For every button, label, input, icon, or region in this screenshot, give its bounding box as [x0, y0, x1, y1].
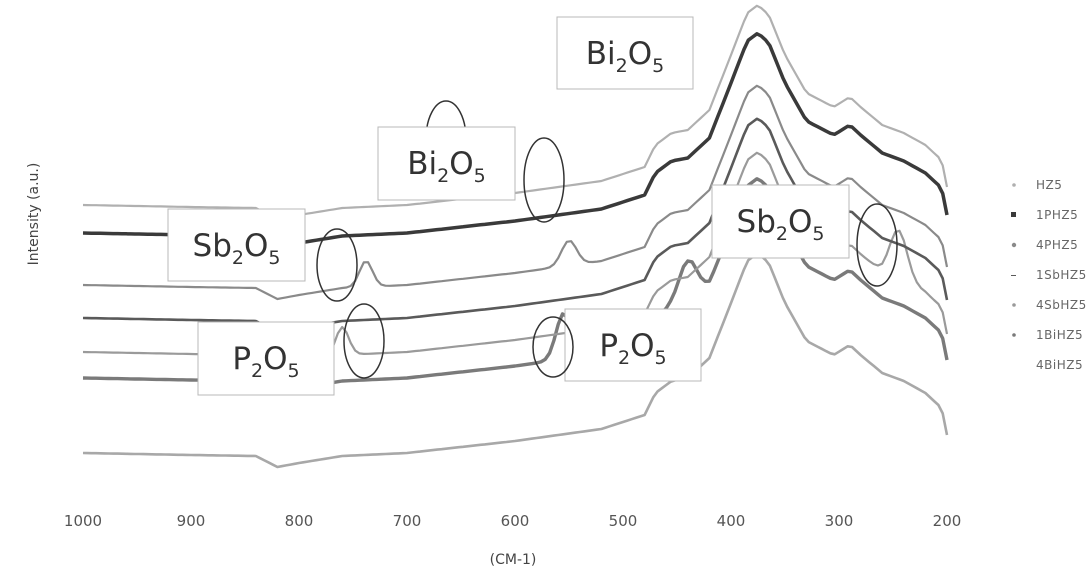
- x-axis-ticks: 1000 900 800 700 600 500 400 300 200: [64, 512, 961, 530]
- annotation-box: [197, 321, 335, 396]
- annotation-box: [564, 308, 702, 382]
- x-tick-label: 800: [285, 512, 314, 530]
- legend-marker: [1012, 183, 1016, 187]
- legend: HZ5 1PHZ5 4PHZ5 1SbHZ5 4SbHZ5 1BiHZ5 4BiHZ5: [1011, 178, 1087, 372]
- annotation-label: Bi2O5: [425, 16, 694, 178]
- x-tick-label: 700: [393, 512, 422, 530]
- legend-item: 1BiHZ5: [1012, 328, 1083, 342]
- legend-label: 4SbHZ5: [1036, 298, 1087, 312]
- annotation-label: Sb2O5: [167, 208, 358, 302]
- series-line: [82, 84, 949, 301]
- annotation-label: P2O5: [532, 308, 702, 382]
- x-tick-label: 300: [825, 512, 854, 530]
- peak-highlight: [856, 203, 898, 287]
- legend-item: 1SbHZ5: [1011, 268, 1087, 282]
- annotation-label: Bi2O5: [377, 126, 565, 223]
- legend-item: 4SbHZ5: [1012, 298, 1087, 312]
- legend-label: 4PHZ5: [1036, 238, 1078, 252]
- peak-highlight: [532, 316, 574, 378]
- x-tick-label: 1000: [64, 512, 102, 530]
- x-tick-label: 400: [717, 512, 746, 530]
- legend-item: HZ5: [1012, 178, 1062, 192]
- annotation-box: [167, 208, 306, 282]
- legend-label: 1SbHZ5: [1036, 268, 1087, 282]
- legend-item: 4PHZ5: [1011, 238, 1078, 252]
- legend-item: 4BiHZ5: [1036, 358, 1083, 372]
- x-tick-label: 500: [609, 512, 638, 530]
- legend-item: 1PHZ5: [1011, 208, 1078, 222]
- annotation-box: [377, 126, 516, 201]
- x-tick-label: 900: [177, 512, 206, 530]
- annotation-text: P2O5: [232, 341, 299, 382]
- series-line: [82, 252, 949, 469]
- legend-label: 4BiHZ5: [1036, 358, 1083, 372]
- annotation-label: Sb2O5: [711, 184, 898, 287]
- annotation-label: P2O5: [197, 303, 385, 396]
- legend-marker: [1012, 333, 1016, 337]
- annotations: Bi2O5 Bi2O5 Sb2O5 Sb2O5 P2O5 P2O5: [167, 16, 898, 396]
- annotation-text: Sb2O5: [193, 228, 281, 269]
- annotation-text: Bi2O5: [586, 36, 664, 77]
- legend-label: 1PHZ5: [1036, 208, 1078, 222]
- annotation-box: [711, 184, 850, 259]
- annotation-text: P2O5: [599, 328, 666, 369]
- legend-marker: [1011, 212, 1016, 217]
- x-axis-title: (CM-1): [490, 552, 537, 568]
- peak-highlight: [316, 228, 358, 302]
- legend-label: 1BiHZ5: [1036, 328, 1083, 342]
- legend-label: HZ5: [1036, 178, 1062, 192]
- annotation-text: Bi2O5: [407, 146, 485, 187]
- y-axis-title: Intensity (a.u.): [26, 163, 42, 266]
- x-tick-label: 600: [501, 512, 530, 530]
- peak-highlight: [343, 303, 385, 379]
- legend-marker: [1011, 275, 1016, 276]
- legend-marker: [1011, 242, 1017, 248]
- legend-marker: [1012, 303, 1016, 307]
- peak-highlight: [523, 137, 565, 223]
- annotation-box: [556, 16, 694, 90]
- annotation-text: Sb2O5: [737, 204, 825, 245]
- x-tick-label: 200: [933, 512, 962, 530]
